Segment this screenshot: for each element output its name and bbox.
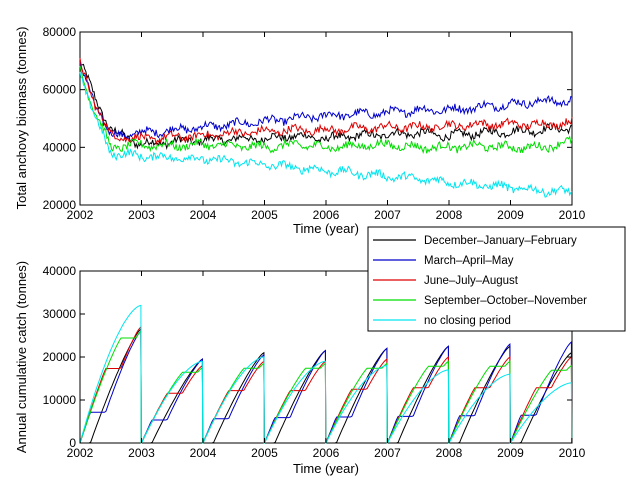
top-x-tick-label: 2002 [67, 208, 94, 222]
legend: December–January–February March–April–May… [367, 226, 626, 332]
bottom-y-tick-label: 0 [69, 436, 76, 450]
legend-label: no closing period [424, 315, 511, 327]
top-x-tick-label: 2010 [559, 208, 586, 222]
legend-label: December–January–February [424, 235, 577, 247]
top-series-group [79, 57, 573, 198]
top-series-line [79, 72, 573, 198]
legend-label: September–October–November [424, 295, 587, 307]
bottom-x-tick-label: 2004 [190, 446, 217, 460]
bottom-y-tick-label: 10000 [43, 393, 77, 407]
bottom-y-axis-title: Annual cumulative catch (tonnes) [14, 261, 29, 453]
bottom-x-tick-label: 2007 [374, 446, 401, 460]
top-x-tick-label: 2004 [190, 208, 217, 222]
top-series-line [79, 61, 573, 140]
legend-label: June–July–August [424, 275, 519, 287]
top-series-line [79, 57, 573, 146]
top-y-tick-label: 80000 [43, 25, 77, 39]
top-y-tick-label: 60000 [43, 83, 77, 97]
bottom-x-tick-label: 2002 [67, 446, 94, 460]
top-series-line [79, 60, 573, 151]
top-ticks-group: 2002 2003 2004 2005 2006 2007 2008 2009 2010 2000… [43, 25, 586, 222]
top-x-axis-title: Time (year) [293, 221, 359, 236]
bottom-y-tick-label: 30000 [43, 307, 77, 321]
top-y-axis-title: Total anchovy biomass (tonnes) [14, 27, 29, 210]
bottom-x-axis-title: Time (year) [293, 461, 359, 476]
top-x-tick-label: 2007 [374, 208, 401, 222]
top-plot-frame [79, 31, 573, 206]
top-chart-panel: 2002 2003 2004 2005 2006 2007 2008 2009 2010 2000… [14, 25, 586, 236]
bottom-x-tick-label: 2003 [128, 446, 155, 460]
top-x-tick-label: 2005 [251, 208, 278, 222]
bottom-x-tick-label: 2005 [251, 446, 278, 460]
top-x-tick-label: 2006 [313, 208, 340, 222]
legend-items: December–January–February March–April–May… [373, 235, 587, 327]
bottom-y-tick-label: 40000 [43, 264, 77, 278]
legend-box [367, 226, 626, 332]
top-x-tick-label: 2009 [497, 208, 524, 222]
bottom-x-tick-label: 2010 [559, 446, 586, 460]
top-series-line [79, 65, 573, 154]
bottom-x-tick-label: 2006 [313, 446, 340, 460]
legend-label: March–April–May [424, 255, 514, 267]
top-y-tick-label: 40000 [43, 140, 77, 154]
top-x-tick-label: 2003 [128, 208, 155, 222]
bottom-x-tick-label: 2009 [497, 446, 524, 460]
bottom-y-tick-label: 20000 [43, 350, 77, 364]
bottom-x-tick-label: 2008 [436, 446, 463, 460]
bottom-ticks-group: 2002 2003 2004 2005 2006 2007 2008 2009 2010 0 100… [43, 264, 586, 460]
top-x-tick-label: 2008 [436, 208, 463, 222]
bottom-chart-panel: 2002 2003 2004 2005 2006 2007 2008 2009 2010 0 100… [14, 261, 586, 476]
top-y-tick-label: 20000 [43, 198, 77, 212]
